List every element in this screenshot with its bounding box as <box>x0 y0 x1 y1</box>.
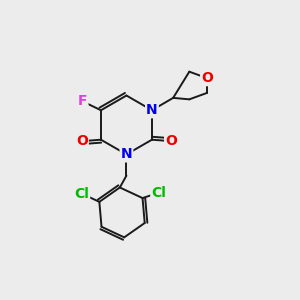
Text: Cl: Cl <box>74 187 89 201</box>
Text: O: O <box>76 134 88 148</box>
Text: Cl: Cl <box>151 186 166 200</box>
Text: F: F <box>78 94 87 108</box>
Text: O: O <box>201 71 213 85</box>
Text: N: N <box>146 103 158 117</box>
Text: N: N <box>121 147 132 161</box>
Text: O: O <box>165 134 177 148</box>
